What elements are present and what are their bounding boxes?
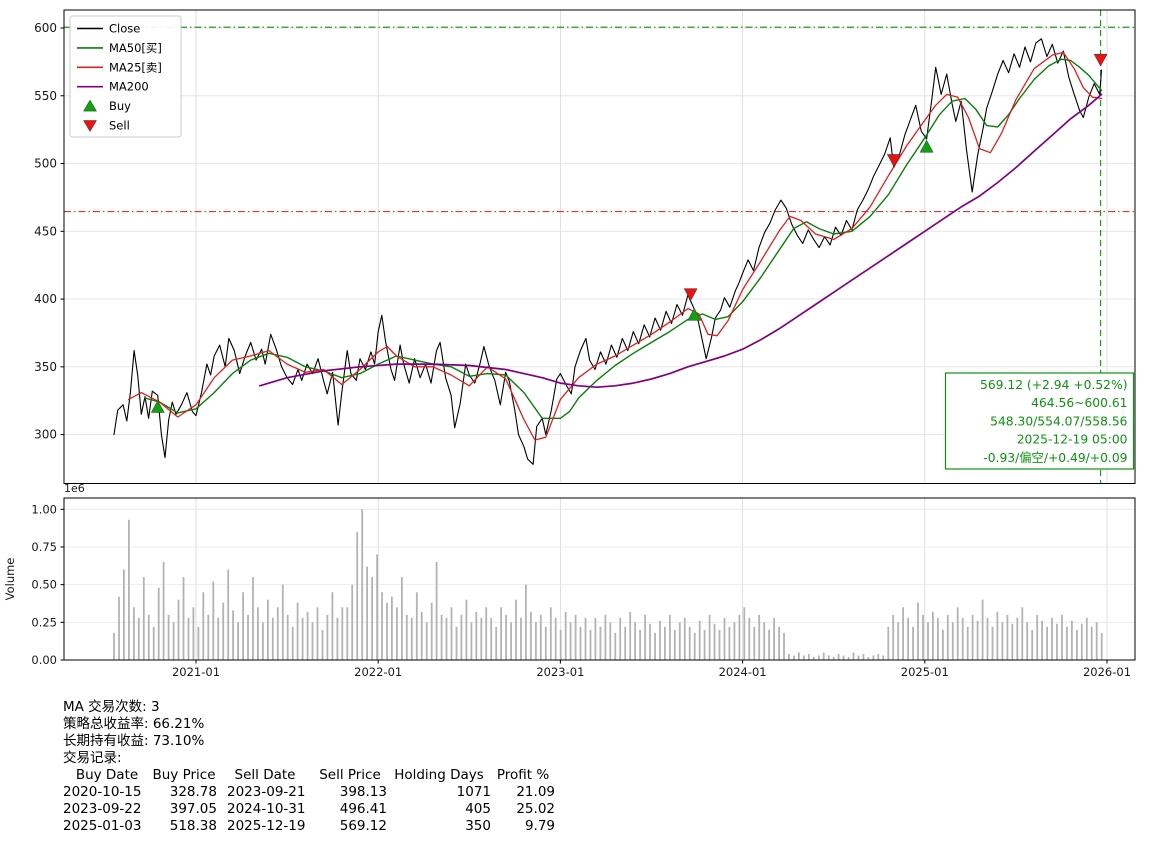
date-tick-label: 2022-01 — [354, 665, 402, 679]
legend-label-ma50: MA50[买] — [109, 41, 162, 55]
annotation-line: 464.56~600.61 — [1031, 396, 1127, 410]
trade-cell: 2024-10-31 — [227, 801, 306, 817]
volume-axis-title: Volume — [3, 558, 17, 601]
trades-col-header: Holding Days — [394, 767, 484, 783]
price-tick-label: 400 — [34, 292, 57, 306]
price-tick-label: 500 — [34, 157, 57, 171]
legend-label-ma25: MA25[卖] — [109, 60, 162, 74]
stat-hold-return: 长期持有收益: 73.10% — [63, 733, 205, 749]
trade-cell: 2025-12-19 — [227, 818, 306, 834]
legend-box — [69, 15, 182, 138]
buy-marker — [919, 139, 934, 153]
trade-cell: 398.13 — [339, 784, 387, 800]
legend-buy-triangle-icon — [83, 99, 97, 112]
volume-scale-label: 1e6 — [64, 482, 85, 495]
volume-tick-label: 0.75 — [31, 540, 57, 554]
trades-col-header: Sell Price — [319, 767, 381, 783]
axis-labels: 300 350 400 450 500 550 600 0.00 0.25 0.50 0.75 1.0… — [3, 21, 1131, 679]
date-tick-label: 2024-01 — [719, 665, 767, 679]
date-tick-label: 2025-01 — [901, 665, 949, 679]
volume-plot-border — [63, 497, 1136, 661]
trade-cell: 328.78 — [169, 784, 217, 800]
price-plot-border — [63, 9, 1136, 484]
price-tick-label: 300 — [34, 428, 57, 442]
trade-cell: 2025-01-03 — [63, 818, 142, 834]
stat-trade-count: MA 交易次数: 3 — [63, 699, 160, 715]
legend-label-buy: Buy — [109, 99, 131, 113]
price-volume-chart: 300 350 400 450 500 550 600 0.00 0.25 0.50 0.75 1.0… — [3, 9, 1136, 679]
trade-row: 2020-10-15 328.78 2023-09-21 398.13 1071 21.0… — [63, 784, 555, 801]
legend-label-sell: Sell — [109, 119, 130, 133]
trade-row: 2025-01-03 518.38 2025-12-19 569.12 350 9.79 — [63, 818, 555, 835]
buy-marker — [150, 399, 165, 413]
buy-marker — [687, 307, 702, 321]
trade-cell: 569.12 — [339, 818, 387, 834]
sell-marker — [886, 154, 901, 167]
ma200-line — [258, 93, 1103, 389]
trade-cell: 21.09 — [516, 784, 555, 800]
volume-tick-label: 1.00 — [31, 502, 57, 516]
stats-block: MA 交易次数: 3 策略总收益率: 66.21% 长期持有收益: 73.10%… — [63, 699, 555, 835]
trades-header-row: Buy Date Buy Price Sell Date Sell Price Hold… — [63, 767, 555, 784]
date-tick-label: 2023-01 — [536, 665, 584, 679]
volume-tick-label: 0.50 — [31, 578, 57, 592]
volume-tick-label: 0.25 — [31, 615, 57, 629]
trade-cell: 405 — [465, 801, 491, 817]
legend-label-ma200: MA200 — [109, 80, 149, 94]
trades-col-header: Profit % — [496, 767, 550, 783]
annotation-line: 2025-12-19 05:00 — [1017, 433, 1128, 447]
trade-cell: 518.38 — [169, 818, 217, 834]
stat-records-label: 交易记录: — [63, 750, 122, 766]
annotation-line: 569.12 (+2.94 +0.52%) — [980, 378, 1128, 392]
legend-sell-triangle-icon — [83, 120, 97, 132]
trade-cell: 2020-10-15 — [63, 784, 142, 800]
annotation-line: 548.30/554.07/558.56 — [990, 414, 1128, 428]
date-tick-label: 2026-01 — [1083, 665, 1131, 679]
trade-cell: 1071 — [456, 784, 491, 800]
annotation-line: -0.93/偏空/+0.49/+0.09 — [983, 450, 1127, 465]
ma25-line — [127, 51, 1103, 441]
trade-row: 2023-09-22 397.05 2024-10-31 496.41 405 25.02 — [63, 801, 555, 818]
trade-cell: 25.02 — [516, 801, 555, 817]
trade-cell: 350 — [465, 818, 491, 834]
sell-marker — [683, 288, 698, 302]
trades-col-header: Buy Date — [75, 767, 139, 783]
trade-cell: 496.41 — [339, 801, 387, 817]
price-tick-label: 450 — [34, 224, 57, 238]
volume-tick-label: 0.00 — [31, 653, 57, 667]
annotation-box — [944, 372, 1135, 470]
close-line — [113, 38, 1103, 465]
price-tick-label: 600 — [34, 21, 57, 35]
trade-cell: 9.79 — [524, 818, 555, 834]
price-annotation: 569.12 (+2.94 +0.52%) 464.56~600.61 548.30… — [944, 372, 1135, 470]
legend-label-close: Close — [109, 22, 140, 36]
trades-col-header: Buy Price — [152, 767, 216, 783]
sell-marker — [1093, 53, 1108, 67]
price-tick-label: 350 — [34, 360, 57, 374]
volume-bars — [113, 509, 1103, 660]
trade-cell: 397.05 — [169, 801, 217, 817]
price-tick-label: 550 — [34, 89, 57, 103]
trades-table: Buy Date Buy Price Sell Date Sell Price Hold… — [63, 767, 555, 835]
trade-cell: 2023-09-21 — [227, 784, 306, 800]
trade-cell: 2023-09-22 — [63, 801, 142, 817]
trades-col-header: Sell Date — [234, 767, 296, 783]
date-tick-label: 2021-01 — [172, 665, 220, 679]
legend: Close MA50[买] MA25[卖] MA200 Buy Sell — [69, 15, 182, 138]
stat-strategy-return: 策略总收益率: 66.21% — [63, 716, 205, 732]
